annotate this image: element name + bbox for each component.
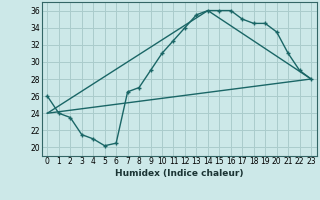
X-axis label: Humidex (Indice chaleur): Humidex (Indice chaleur) — [115, 169, 244, 178]
